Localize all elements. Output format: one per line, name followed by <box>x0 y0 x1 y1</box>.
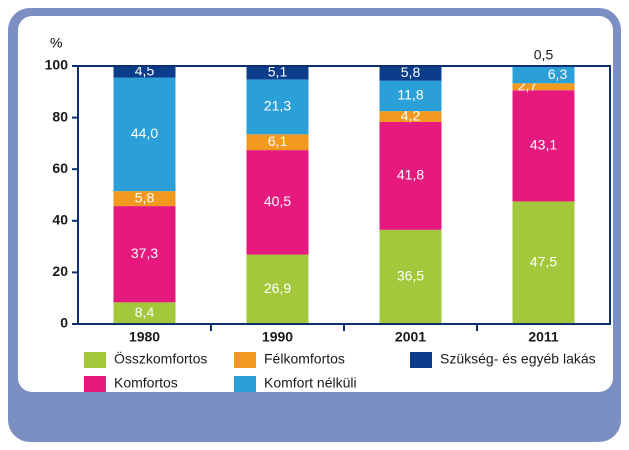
value-label: 40,5 <box>264 193 291 209</box>
y-tick-label: 80 <box>52 108 68 124</box>
legend-label: Komfort nélküli <box>264 375 357 391</box>
legend-swatch <box>84 376 106 392</box>
bar-segment <box>379 111 442 122</box>
value-label: 6,1 <box>268 133 288 149</box>
value-label: 21,3 <box>264 98 291 114</box>
bar-segment <box>379 121 442 230</box>
legend-label: Komfortos <box>114 375 178 391</box>
x-tick-label: 1980 <box>129 329 160 345</box>
bar-segment <box>246 150 309 255</box>
y-tick-label: 0 <box>60 315 68 331</box>
legend-label: Szükség- és egyéb lakás <box>440 351 596 367</box>
value-label: 5,8 <box>401 64 421 80</box>
value-label: 37,3 <box>131 245 158 261</box>
value-label: 5,1 <box>268 64 288 80</box>
y-tick-label: 40 <box>52 212 68 228</box>
legend-swatch <box>84 352 106 368</box>
value-label: 6,3 <box>548 66 568 82</box>
y-tick-label: 60 <box>52 160 68 176</box>
bar-segment <box>113 191 176 207</box>
value-label: 0,5 <box>534 46 554 62</box>
value-label: 41,8 <box>397 167 424 183</box>
bar-segment <box>246 79 309 135</box>
value-label: 36,5 <box>397 268 424 284</box>
bar-segment <box>379 65 442 81</box>
legend-swatch <box>234 352 256 368</box>
bar-segment <box>512 201 575 324</box>
legend-label: Félkomfortos <box>264 351 345 367</box>
bar-segment <box>379 229 442 324</box>
bar-segment <box>113 77 176 192</box>
bar-segment <box>113 206 176 303</box>
bar-segment <box>246 254 309 324</box>
x-tick-label: 1990 <box>262 329 293 345</box>
value-label: 47,5 <box>530 253 557 269</box>
y-tick-label: 20 <box>52 263 68 279</box>
legend-swatch <box>410 352 432 368</box>
value-label: 4,2 <box>401 107 421 123</box>
value-label: 43,1 <box>530 137 557 153</box>
bar-segment <box>379 80 442 112</box>
x-tick-label: 2011 <box>528 329 559 345</box>
x-tick-label: 2001 <box>395 329 426 345</box>
bar-segment <box>246 66 309 80</box>
value-label: 4,5 <box>135 63 155 79</box>
y-axis-label: % <box>50 35 62 51</box>
legend-swatch <box>234 376 256 392</box>
value-label: 44,0 <box>131 125 158 141</box>
bar-segment <box>512 83 575 91</box>
bar-segment <box>246 134 309 151</box>
y-tick-label: 100 <box>45 57 69 73</box>
value-label: 26,9 <box>264 280 291 296</box>
bar-segment <box>512 90 575 202</box>
value-label: 8,4 <box>135 304 155 320</box>
bar-segment <box>113 66 176 78</box>
bar-segment <box>512 67 575 84</box>
plot-border <box>77 65 611 325</box>
value-label: 11,8 <box>397 87 423 103</box>
value-label: 5,8 <box>135 189 155 205</box>
bar-segment <box>113 302 176 324</box>
legend-label: Összkomfortos <box>114 350 207 367</box>
